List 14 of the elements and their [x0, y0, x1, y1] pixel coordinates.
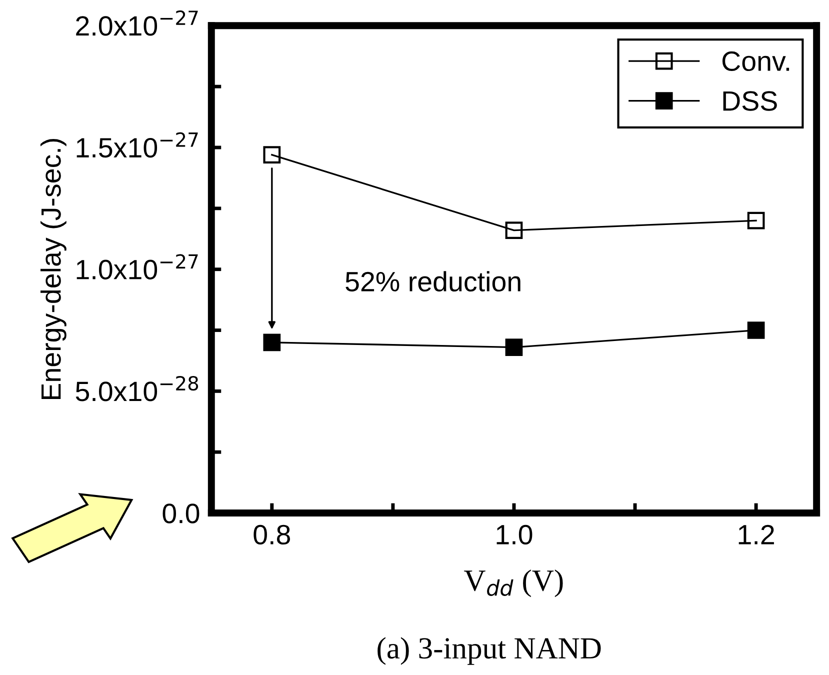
x-axis-title: V$_{dd}$ (V): [464, 569, 563, 598]
legend-label: Conv.: [722, 51, 790, 72]
annotation: 52% reduction: [346, 271, 520, 292]
text: (a) 3-input NAND: [378, 637, 601, 665]
y-tick-label: 1.0x10$^{−27}$: [76, 254, 198, 280]
y-tick-label: 0.0: [162, 504, 200, 524]
y-tick-label: 2.0x10$^{−27}$: [76, 10, 198, 36]
x-tick-label: 0.8: [254, 524, 290, 545]
y-tick-label: 1.5x10$^{−27}$: [76, 132, 198, 158]
y-axis-title: Energy-delay (J-sec.): [40, 139, 66, 400]
y-tick-label: 5.0x10$^{−28}$: [76, 376, 198, 402]
x-tick-label: 1.0: [496, 524, 532, 545]
legend-label: DSS: [723, 91, 777, 111]
x-tick-label: 1.2: [738, 524, 774, 544]
